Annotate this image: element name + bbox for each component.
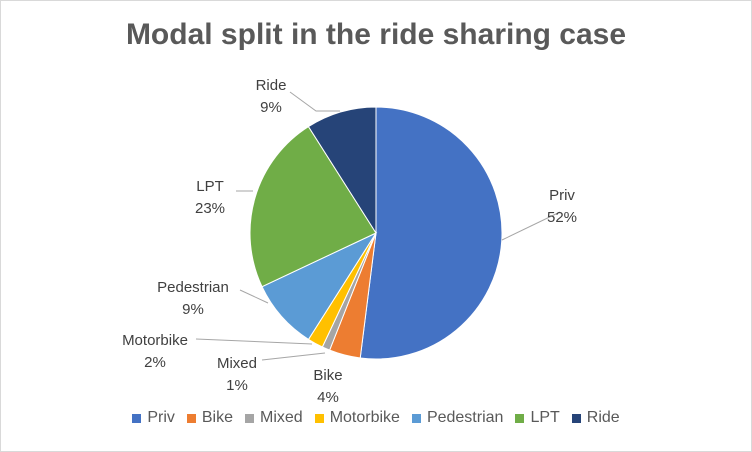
data-label-value-lpt: 23% [195, 200, 225, 217]
data-label-name-priv: Priv [549, 187, 575, 204]
legend-label: Bike [201, 409, 233, 426]
data-label-value-bike: 4% [317, 389, 339, 406]
legend-item-bike: Bike [186, 409, 233, 427]
legend-label: Ride [586, 409, 620, 426]
data-label-name-bike: Bike [313, 367, 342, 384]
leader-line-motorbike [195, 338, 313, 345]
leader-line-mixed [261, 352, 326, 361]
data-label-name-lpt: LPT [196, 178, 224, 195]
legend-label: Pedestrian [426, 409, 504, 426]
legend-item-mixed: Mixed [245, 409, 303, 427]
legend-item-motorbike: Motorbike [314, 409, 400, 427]
legend-item-ride: Ride [571, 409, 620, 427]
pie-slice-lpt [249, 125, 377, 288]
legend-swatch [411, 413, 421, 423]
leader-line-priv [501, 211, 561, 241]
legend-item-priv: Priv [132, 409, 175, 427]
leader-line-pedestrian [239, 289, 269, 304]
legend-swatch [186, 413, 196, 423]
legend-item-lpt: LPT [515, 409, 560, 427]
data-label-value-ride: 9% [260, 99, 282, 116]
chart-title: Modal split in the ride sharing case [125, 18, 627, 51]
data-label-name-ride: Ride [256, 77, 287, 94]
data-label-name-motorbike: Motorbike [122, 332, 188, 349]
legend-item-pedestrian: Pedestrian [411, 409, 504, 427]
legend-swatch [515, 413, 525, 423]
data-label-name-mixed: Mixed [217, 355, 257, 372]
leader-line-ride [289, 91, 340, 112]
legend-label: Motorbike [329, 409, 400, 426]
pie-slice-ride [307, 106, 377, 235]
data-label-value-priv: 52% [547, 209, 577, 226]
legend-swatch [132, 413, 142, 423]
legend-swatch [245, 413, 254, 423]
pie-slice-priv [359, 106, 503, 360]
legend-swatch [314, 413, 324, 423]
legend-label: Priv [147, 409, 175, 426]
chart-legend: Priv Bike Mixed Motorbike Pedestrian LPT Ride [0, 409, 752, 427]
data-label-name-pedestrian: Pedestrian [157, 279, 229, 296]
legend-label: LPT [530, 409, 560, 426]
data-label-value-motorbike: 2% [144, 354, 166, 371]
data-label-value-mixed: 1% [226, 377, 248, 394]
legend-swatch [571, 413, 581, 423]
data-label-value-pedestrian: 9% [182, 301, 204, 318]
legend-label: Mixed [260, 409, 303, 426]
